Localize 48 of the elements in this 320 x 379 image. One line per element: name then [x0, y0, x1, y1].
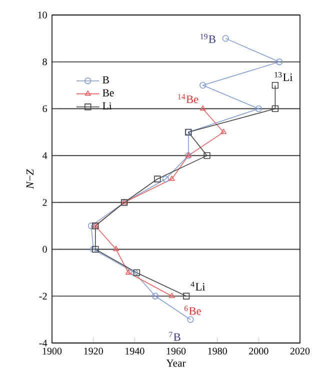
annotation: $^{13}$Li [274, 72, 293, 82]
x-tick-label: 1960 [166, 348, 186, 354]
x-tick-label: 2000 [249, 348, 268, 354]
point [200, 105, 206, 111]
point [272, 82, 279, 89]
point [113, 246, 119, 252]
point [133, 269, 140, 276]
point [168, 292, 175, 298]
y-tick-label: 4 [42, 152, 48, 159]
point [168, 176, 175, 181]
annotation: $^{6}$Be [184, 306, 201, 315]
x-tick-label: 1920 [84, 348, 103, 354]
y-tick-label: -4 [39, 340, 48, 346]
x-tick-label: 1940 [126, 348, 144, 354]
y-tick-label: 6 [42, 105, 47, 112]
x-tick-label: 1900 [42, 348, 62, 354]
point [162, 176, 169, 182]
x-axis-title: Year [166, 360, 186, 367]
x-tick-label: 1980 [208, 348, 227, 354]
annotation: $^{7}$B [169, 332, 180, 341]
point [90, 246, 97, 253]
point [276, 58, 283, 66]
x-tick-label: 2020 [290, 348, 310, 354]
point [182, 292, 190, 300]
y-tick-label: 8 [42, 58, 47, 66]
point [220, 128, 226, 134]
point [88, 222, 95, 230]
legend-label: Li [102, 102, 112, 110]
point [200, 82, 206, 89]
point [255, 105, 262, 112]
legend-label: B [102, 76, 109, 84]
point [154, 176, 161, 182]
y-tick-label: 10 [38, 12, 47, 18]
y-axis-title: N−Z [26, 169, 34, 189]
legend-label: Be [102, 89, 114, 96]
point [152, 292, 159, 300]
y-tick-label: 2 [42, 199, 47, 206]
annotation: $^{4}$Li [190, 282, 206, 291]
y-tick-label: 0 [42, 246, 47, 253]
annotation: $^{19}$B [200, 34, 216, 43]
point [272, 105, 279, 112]
annotation: $^{14}$Be [178, 94, 198, 104]
point [222, 35, 229, 42]
point [131, 269, 138, 276]
y-tick-label: -2 [39, 292, 47, 300]
point [187, 316, 194, 323]
point [204, 152, 210, 159]
point [126, 269, 132, 275]
